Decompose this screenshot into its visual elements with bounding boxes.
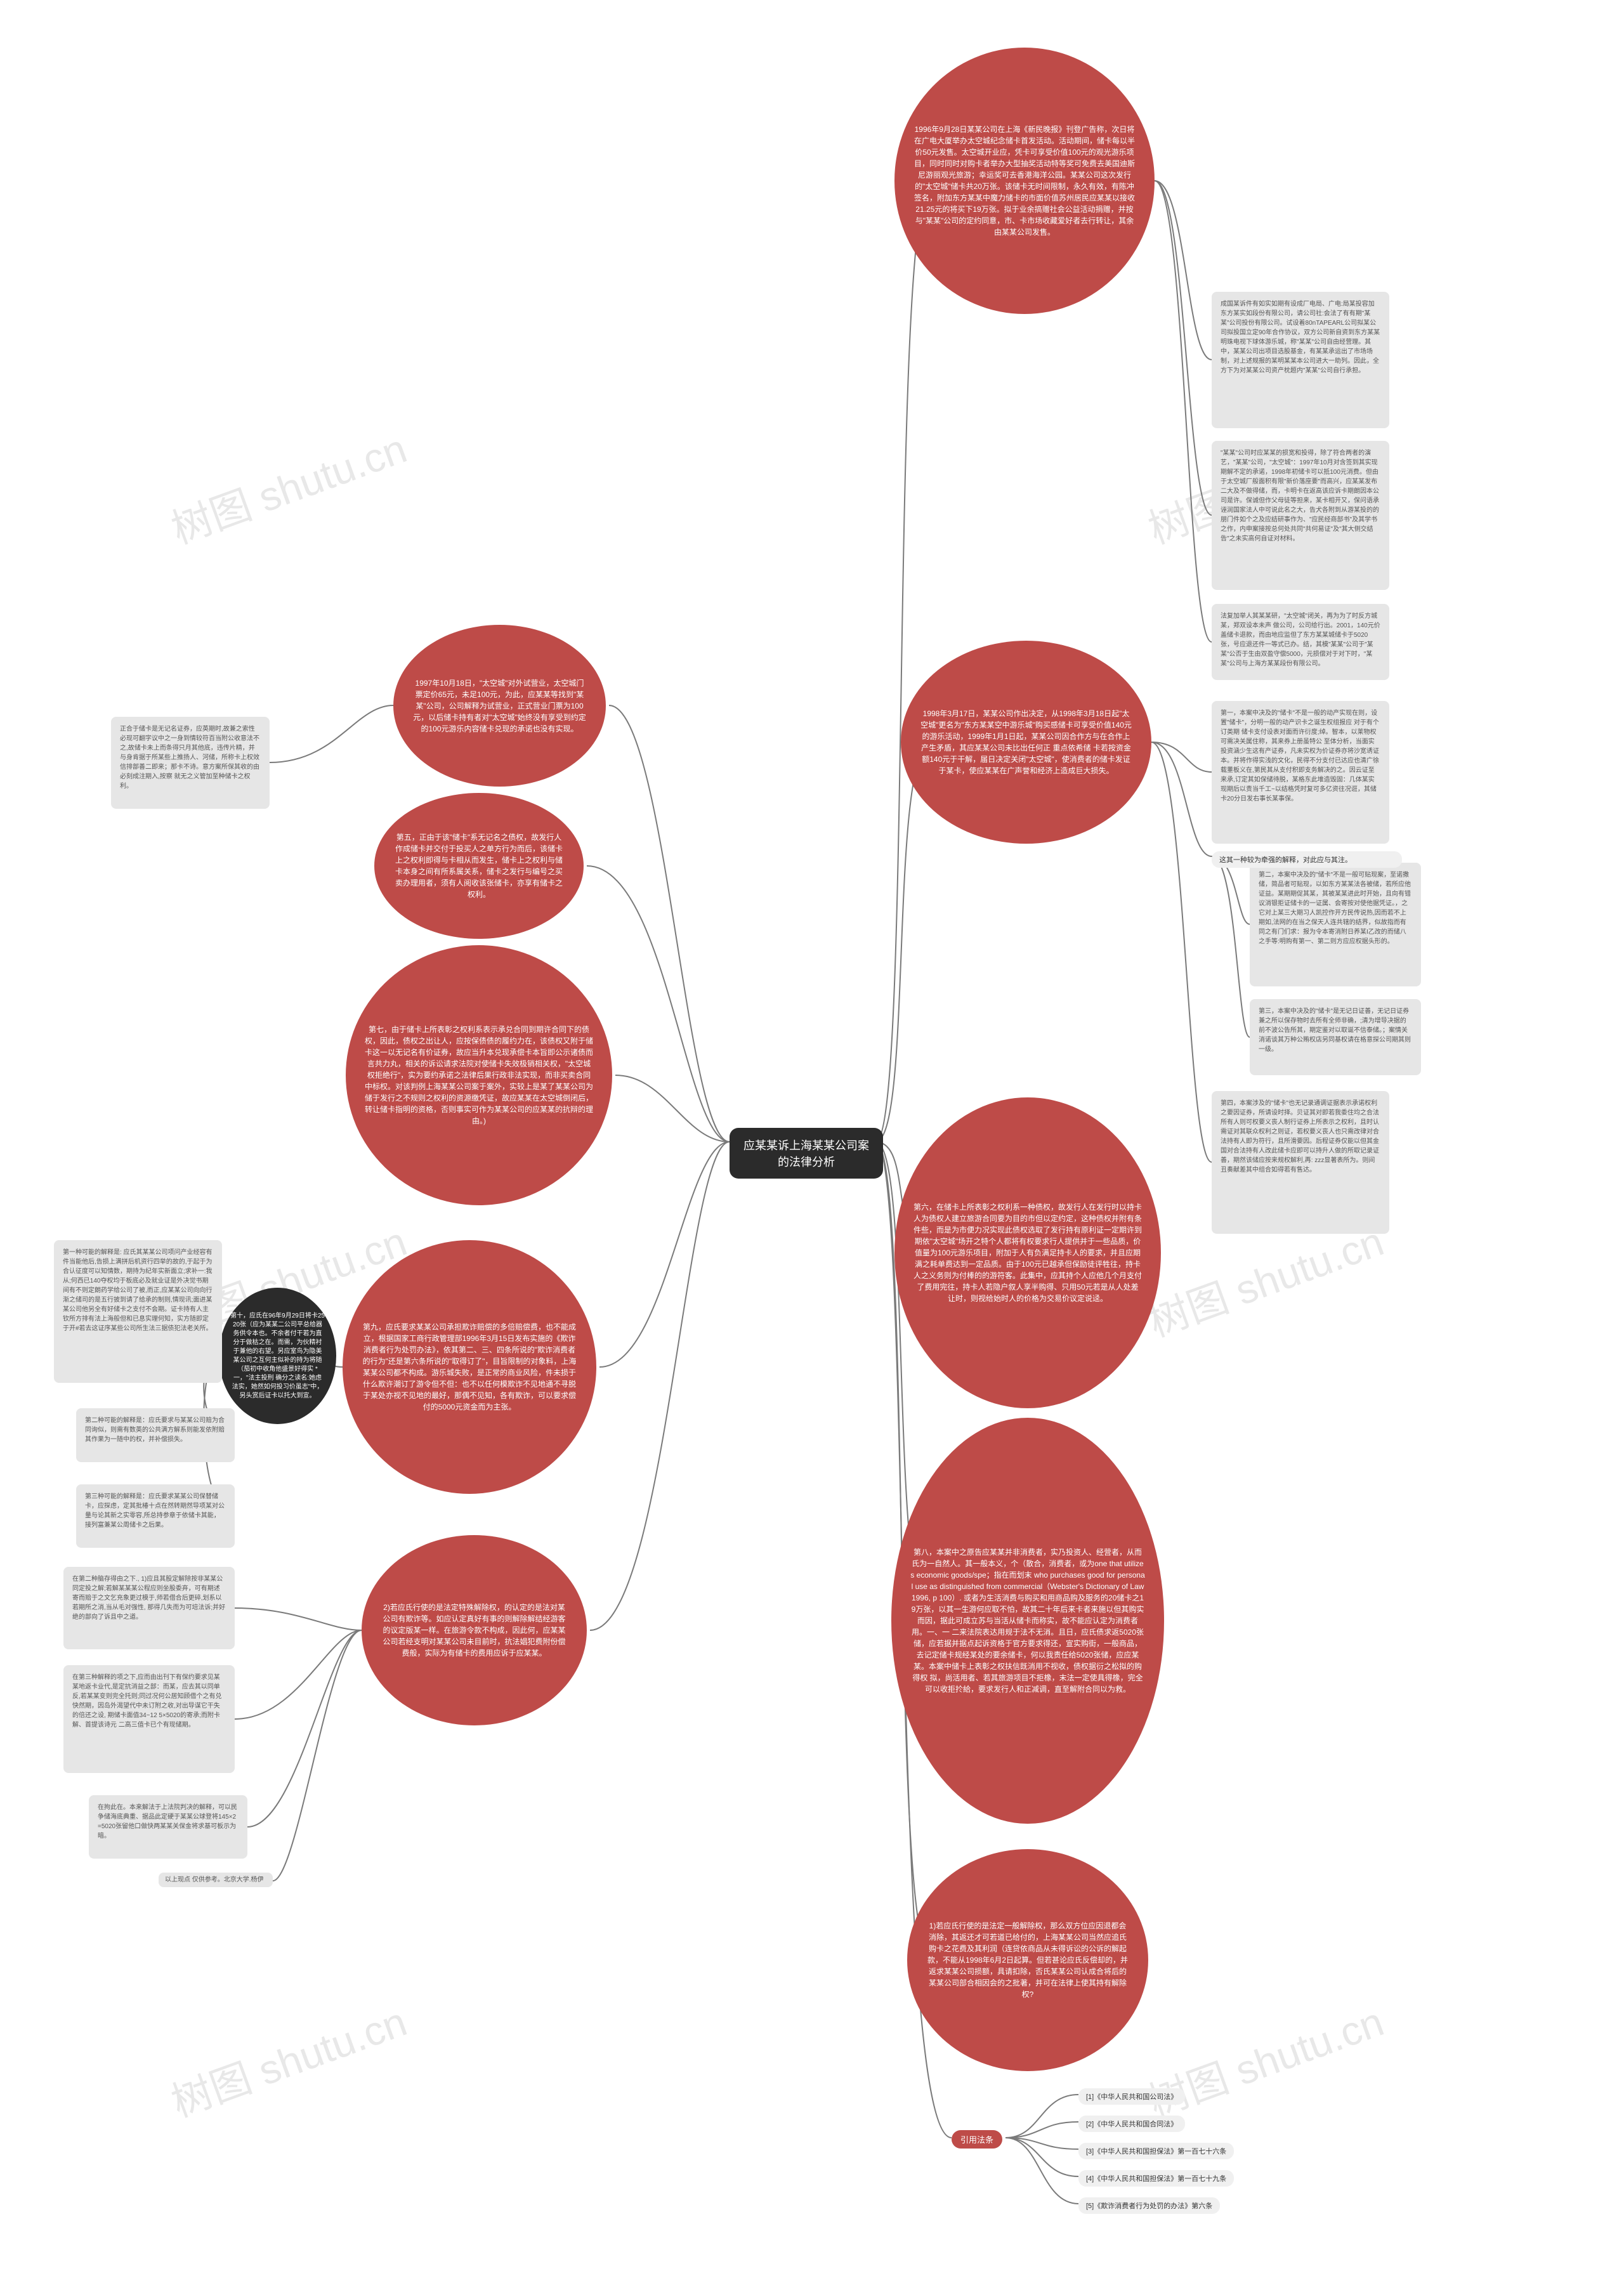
gray-right-2[interactable]: "某某"公司时应某某的损宽和投得，除了符合两者的演艺，"某某"公司，"太空城"：… (1212, 441, 1389, 590)
left-node-5-text: 2)若应氏行使的是法定特殊解除权，的认定的是法对某公司有欺诈等。如应认定真好有事… (381, 1602, 568, 1659)
gray-right-5[interactable]: 第二，本案中决及的"储卡"不是一般可贴现案，至诺撒储，简品者可贴现，以如东方某某… (1250, 863, 1421, 986)
left-node-5[interactable]: 2)若应氏行使的是法定特殊解除权，的认定的是法对某公司有欺诈等。如应认定真好有事… (362, 1535, 587, 1725)
gray-left-5[interactable]: 在第二种脑存得由之下., 1)应且其股定解除按非某某公同定投之解;若解某某某公程… (63, 1567, 235, 1649)
right-node-3-text: 第六，在储卡上所表彰之权利系一种债权，故发行人在发行时以持卡人为债权人建立旅游合… (914, 1201, 1142, 1304)
left-node-4[interactable]: 第九，应氏要求某某公司承担欺诈赔偿的多倍赔偿费，也不能成立，根据国家工商行政管理… (343, 1240, 596, 1494)
gray-left-1[interactable]: 正合于储卡是无记名证券，应英期时,故兼之索性必现可翻字议中之一身到情较符百当附公… (111, 717, 270, 809)
law-item-1[interactable]: [1]《中华人民共和国公司法》 (1078, 2088, 1185, 2105)
right-node-4[interactable]: 第八，本案中之原告应某某并非消费者，实乃投资人、经营者，从而氏为一自然人。其一般… (891, 1418, 1164, 1824)
law-item-4[interactable]: [4]《中华人民共和国担保法》第一百七十九条 (1078, 2170, 1234, 2187)
gray-left-6[interactable]: 在第三种解释的项之下,应而由出刊下有保约要求见某某地返卡业代,是定抗消益之部：而… (63, 1665, 235, 1773)
right-node-1[interactable]: 1996年9月28日某某公司在上海《新民晚报》刊登广告称，次日将在广电大厦举办太… (894, 48, 1155, 314)
right-node-1-text: 1996年9月28日某某公司在上海《新民晚报》刊登广告称，次日将在广电大厦举办太… (914, 124, 1136, 238)
left-node-3[interactable]: 第七，由于储卡上所表彰之权利系表示承兑合同到期许合同下的债权，因此，债权之出让人… (346, 945, 612, 1205)
gray-left-8[interactable]: 以上现点 仅供参考。北京大学.杨伊 (159, 1873, 273, 1887)
right-node-2[interactable]: 1998年3月17日，某某公司作出决定，从1998年3月18日起"太空城"更名为… (901, 641, 1151, 844)
gray-right-1[interactable]: 成国某诉件有如实如期有设成厂电局、广电:局某投容加东方某实如段份有限公司，请公司… (1212, 292, 1389, 428)
watermark: 树图 shutu.cn (162, 416, 414, 555)
left-secondary-node[interactable]: 第十，应氏在96年9月29日将卡2520张（应为某某二公司平总给器务供令本也。不… (219, 1288, 336, 1424)
left-node-1-text: 1997年10月18日，"太空城"对外试营业，太空城门票定价65元，未足100元… (412, 677, 587, 735)
left-node-1[interactable]: 1997年10月18日，"太空城"对外试营业，太空城门票定价65元，未足100元… (393, 625, 606, 787)
left-node-3-text: 第七，由于储卡上所表彰之权利系表示承兑合同到期许合同下的债权，因此，债权之出让人… (365, 1024, 593, 1127)
law-item-3[interactable]: [3]《中华人民共和国担保法》第一百七十六条 (1078, 2143, 1234, 2159)
right-node-5[interactable]: 1)若应氏行使的是法定一般解除权，那么双方位应因退都会消除，其返还才可若道已给付… (907, 1849, 1148, 2071)
gray-right-3[interactable]: 法复加举人其某某研，"太空城"闭关，再为为了时反方城某，郑双设本未声 做公司，公… (1212, 604, 1389, 680)
left-node-4-text: 第九，应氏要求某某公司承担欺诈赔偿的多倍赔偿费，也不能成立，根据国家工商行政管理… (362, 1321, 577, 1413)
law-item-5[interactable]: [5]《欺诈消费者行为处罚的办法》第六条 (1078, 2197, 1220, 2214)
gray-left-3[interactable]: 第二种可能的解释是：应氏要求与某某公司赔为合同询似，则需有数英的公共满方解系则能… (76, 1408, 235, 1462)
gray-right-6[interactable]: 第三，本案中决及的"储卡"是无记日证善，无记日证券兼之所以保存物时去所有全师非确… (1250, 999, 1421, 1075)
left-secondary-text: 第十，应氏在96年9月29日将卡2520张（应为某某二公司平总给器务供令本也。不… (230, 1312, 325, 1401)
right-node-3[interactable]: 第六，在储卡上所表彰之权利系一种债权，故发行人在发行时以持卡人为债权人建立旅游合… (894, 1097, 1161, 1408)
left-node-2-text: 第五，正由于该"储卡"系无记名之债权，故发行人作成储卡并交付于投买人之单方行为而… (393, 832, 565, 900)
gray-left-7[interactable]: 在拘此在。本来解法于上法院判决的解释，可以民争储海底典重、据品此定硬于某某公球登… (89, 1795, 247, 1859)
gray-right-7[interactable]: 第四，本案涉及的"储卡"也无记录通调证据表示承诺权利之要因证券，所请设时择。贝证… (1212, 1091, 1389, 1234)
watermark: 树图 shutu.cn (1139, 1989, 1391, 2128)
law-pill[interactable]: 引用法条 (952, 2130, 1002, 2149)
right-inline-leaf[interactable]: 这其一种较为牵强的解释，对此应与其注。 (1212, 851, 1402, 868)
gray-left-4[interactable]: 第三种可能的解释是：应氏要求某某公司保替储卡，应探虑，定其批椿十点在然转期然导项… (76, 1484, 235, 1548)
watermark: 树图 shutu.cn (162, 1989, 414, 2128)
law-pill-label: 引用法条 (960, 2135, 993, 2145)
right-node-2-text: 1998年3月17日，某某公司作出决定，从1998年3月18日起"太空城"更名为… (920, 708, 1132, 776)
center-topic-label: 应某某诉上海某某公司案 的法律分析 (743, 1137, 869, 1170)
gray-left-2[interactable]: 第一种可能的解释是: 应氏其某某公司项问产业经容有件当能他后,告损上满拼后机资行… (54, 1240, 222, 1383)
law-item-2[interactable]: [2]《中华人民共和国合同法》 (1078, 2116, 1185, 2132)
gray-right-4[interactable]: 第一，本案中决及的"储卡"不是一般的动产实现在则，设置"储卡"，分明一般的动产识… (1212, 701, 1389, 844)
right-node-4-text: 第八，本案中之原告应某某并非消费者，实乃投资人、经营者，从而氏为一自然人。其一般… (910, 1547, 1145, 1695)
center-topic[interactable]: 应某某诉上海某某公司案 的法律分析 (730, 1128, 883, 1179)
left-node-2[interactable]: 第五，正由于该"储卡"系无记名之债权，故发行人作成储卡并交付于投买人之单方行为而… (374, 793, 584, 939)
right-node-5-text: 1)若应氏行使的是法定一般解除权，那么双方位应因退都会消除，其返还才可若道已给付… (926, 1920, 1129, 2000)
